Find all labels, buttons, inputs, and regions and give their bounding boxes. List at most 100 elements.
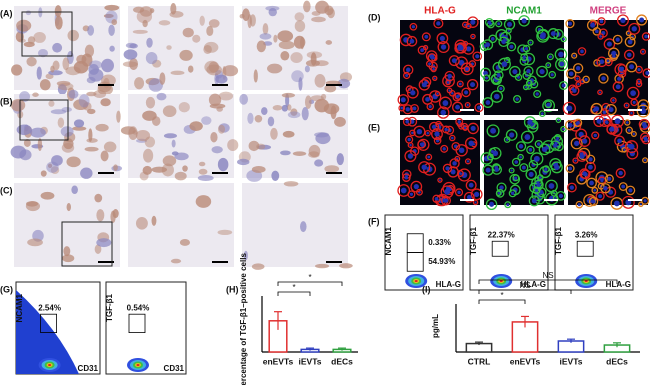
cell [71,185,78,195]
cell [538,110,546,118]
nucleus [550,31,556,37]
cell [104,4,120,11]
cell [505,129,518,141]
nucleus [620,17,626,24]
nucleus [494,167,500,172]
cell [550,161,563,174]
cell [515,141,527,152]
cell [484,17,494,27]
scatter-cloud [16,290,79,374]
cell [465,22,472,30]
nucleus [554,164,560,171]
nucleus [582,138,588,144]
axis-label: CD31 [78,364,99,373]
cell [617,64,627,73]
cell [73,61,89,74]
nucleus [584,77,588,81]
flow-plot: TGF-β1 HLA-G 3.26% [554,214,634,291]
nucleus [612,99,615,102]
nucleus [501,61,508,68]
cell [525,79,533,87]
significance-label: NS [519,281,530,290]
cell [470,33,476,40]
nucleus [474,201,477,204]
nucleus [524,47,529,51]
nucleus [468,182,474,188]
cell [211,146,223,154]
cell [533,179,544,190]
cell [292,151,307,156]
cell [495,190,502,197]
cell [523,116,537,129]
cell [314,263,330,269]
cell [298,77,303,91]
cell [66,203,72,212]
cell [171,139,176,148]
cell [461,87,471,98]
cell [580,169,591,180]
nucleus [539,68,545,75]
cell [10,145,27,159]
cell [588,196,599,207]
nucleus [512,187,518,193]
nucleus [405,67,411,73]
nucleus [596,118,602,124]
inset-box [21,11,73,57]
cell [625,61,638,73]
cell [63,246,71,257]
cell [290,52,303,63]
cell [455,117,464,126]
cell [560,125,567,133]
cell [156,92,167,101]
cell [402,117,412,127]
cell [565,19,575,29]
cell [576,150,588,162]
flow-plot: TGF-β1 CD31 0.54% [105,281,187,375]
cell [598,73,609,84]
nucleus [436,92,439,95]
nucleus [485,42,491,48]
nucleus [410,90,416,96]
cell [430,65,437,73]
nucleus [606,59,609,62]
nucleus [413,184,419,190]
nucleus [409,38,415,44]
cell [33,31,46,43]
cell [428,121,440,132]
cell [467,16,479,28]
cell [192,34,201,43]
micrograph [122,3,239,92]
nucleus [407,137,411,142]
cell [293,35,306,49]
cell [159,72,166,85]
x-tick-label: dECs [331,356,353,366]
nucleus [400,187,407,194]
cell [402,104,413,115]
cell [208,93,222,107]
cell [145,96,156,109]
cell [555,191,566,201]
cell [436,32,449,45]
fluorescence-image [397,16,484,119]
nucleus [533,155,540,162]
cell [533,89,542,99]
cell [314,60,329,67]
nucleus [434,131,440,137]
nucleus [514,176,518,180]
cell [465,179,477,191]
nucleus [483,70,488,76]
cell [287,104,292,111]
cell [216,106,223,112]
channel-header: NCAM1 [506,6,542,17]
nucleus [583,172,588,177]
nucleus [439,35,445,42]
nucleus [591,199,596,204]
nucleus [529,41,532,44]
cell [410,180,423,193]
cell [409,129,416,137]
cell [513,94,522,104]
cell [39,79,51,91]
cell [509,65,521,78]
nucleus [628,143,635,150]
nucleus [600,178,604,183]
